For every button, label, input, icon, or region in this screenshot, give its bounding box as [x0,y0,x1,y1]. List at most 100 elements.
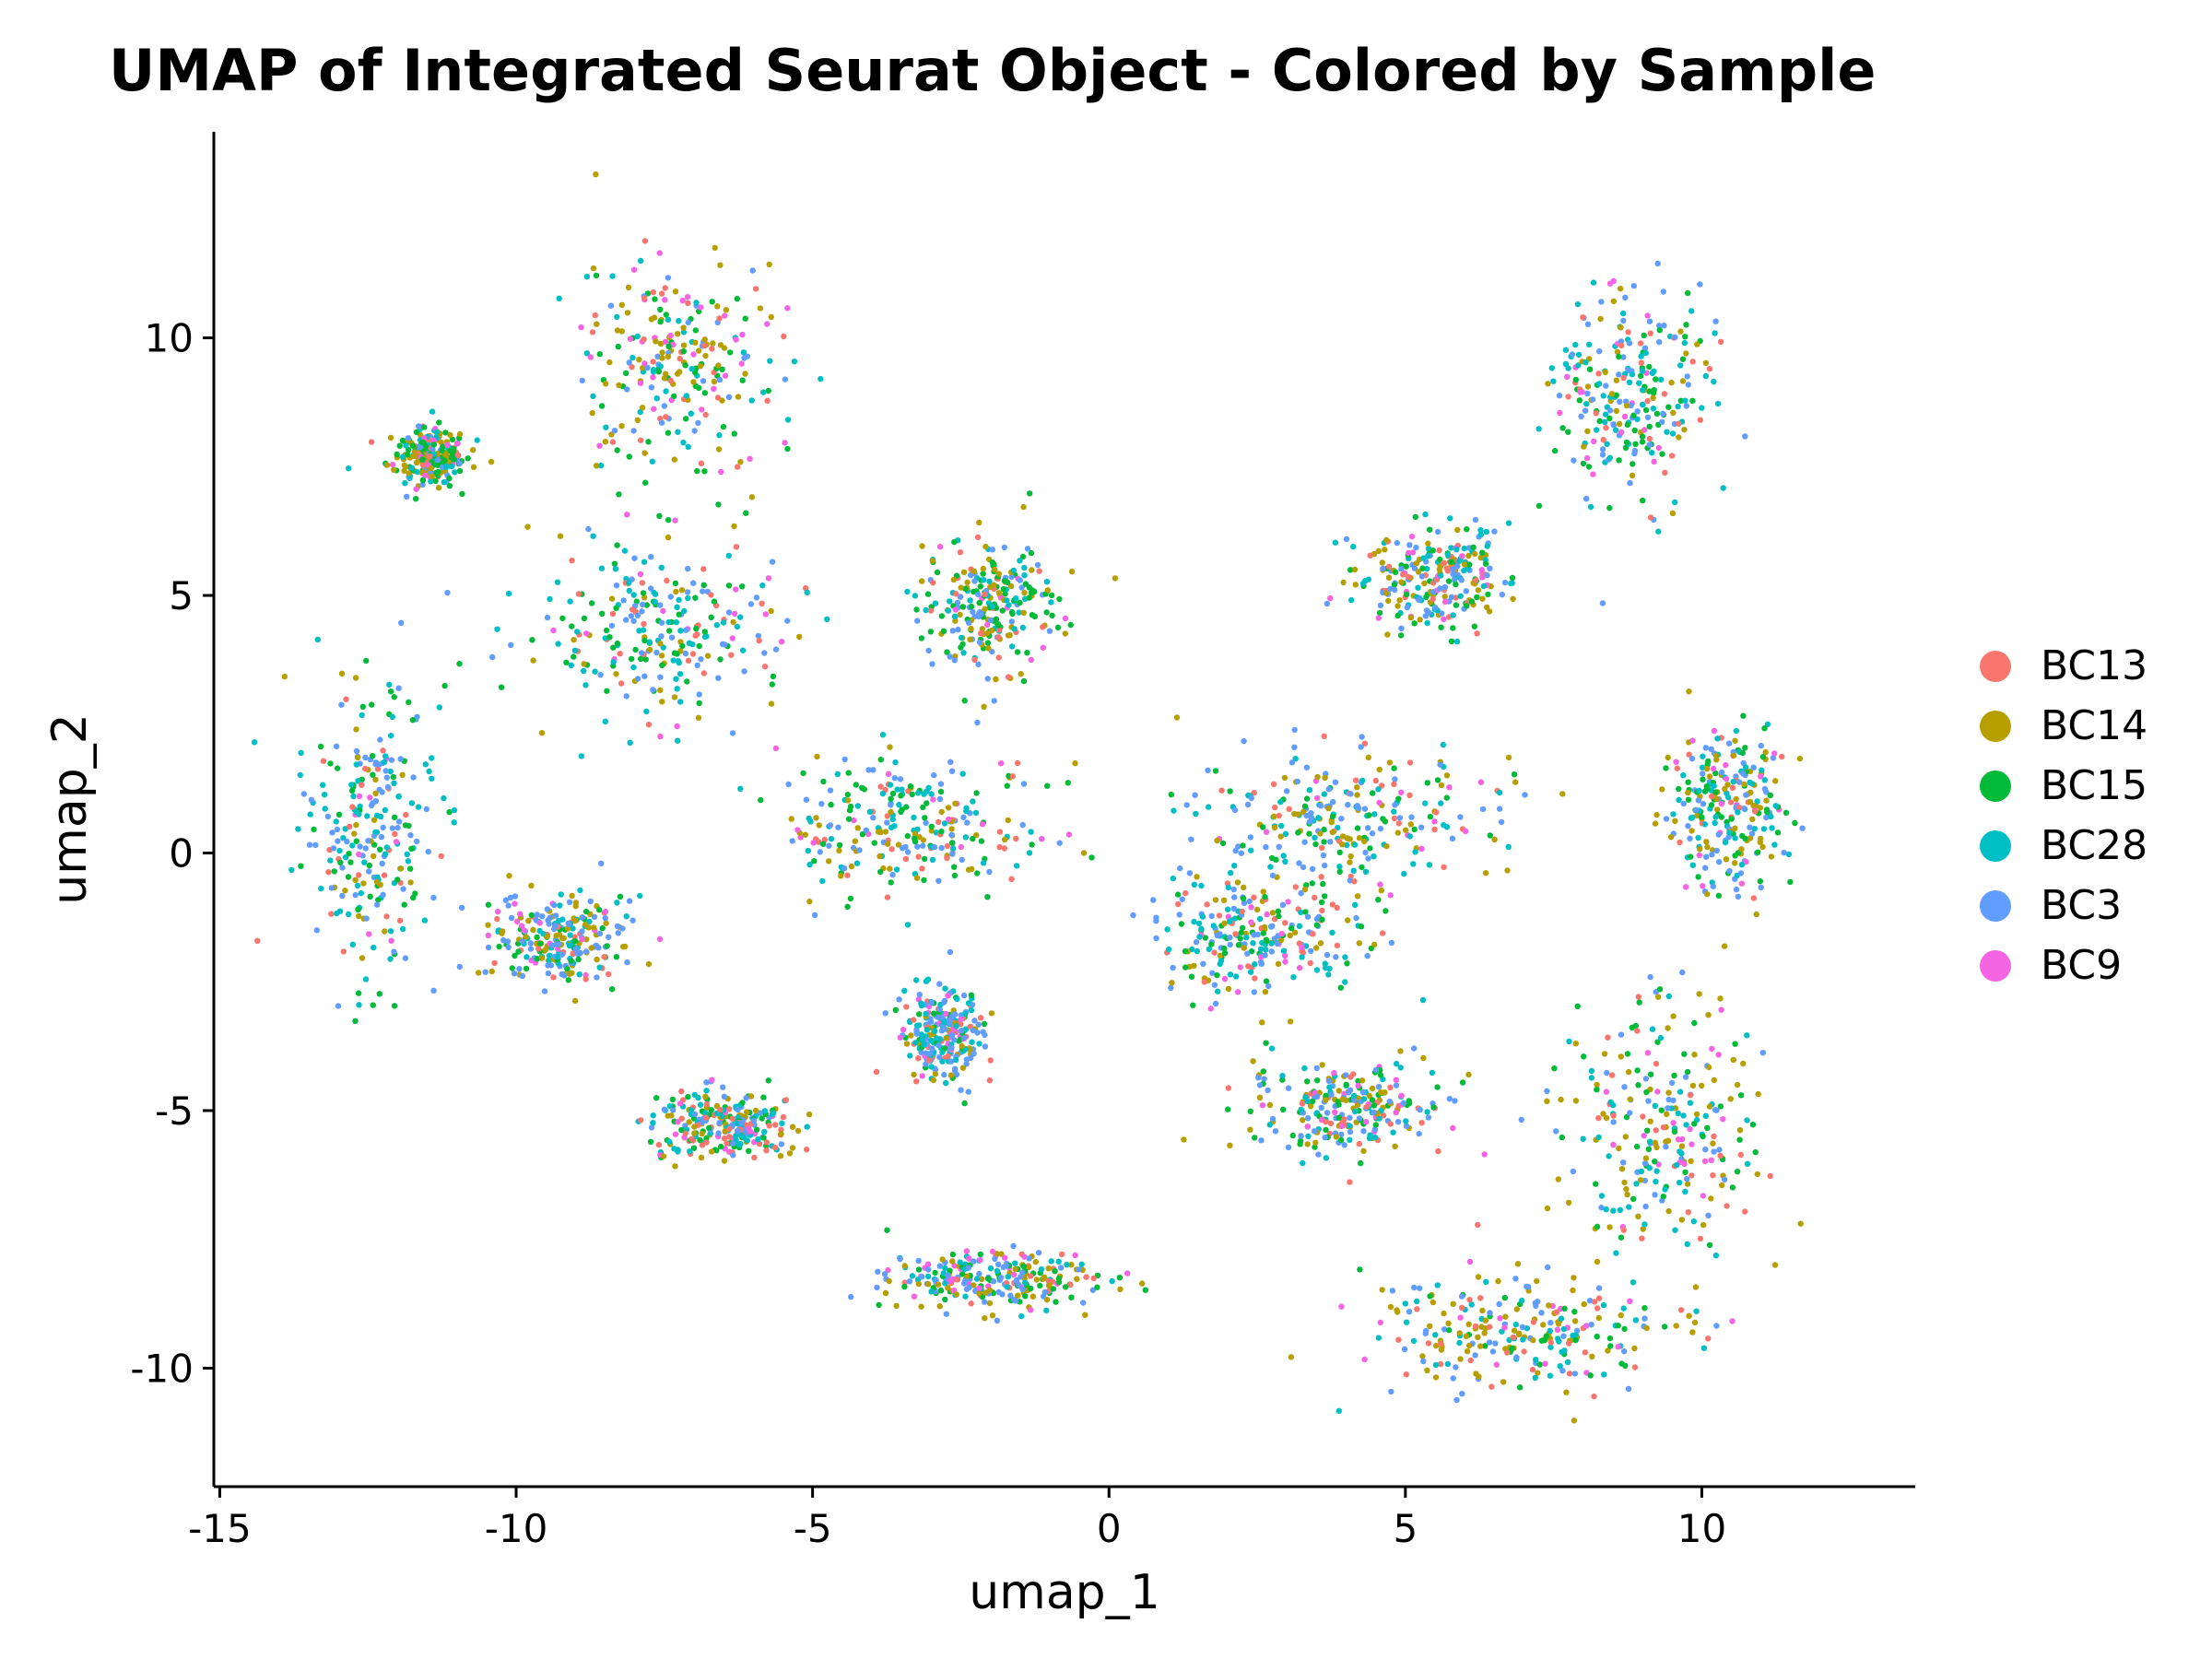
point-bc28 [1700,1345,1708,1351]
point-bc3 [648,384,655,391]
point-bc13 [1565,394,1571,400]
point-bc3 [1355,805,1362,811]
point-bc3 [1008,573,1015,581]
point-bc13 [1201,979,1208,985]
point-bc15 [1049,612,1055,618]
point-bc15 [1303,882,1310,888]
point-bc9 [1709,1045,1715,1053]
point-bc28 [1626,379,1633,385]
point-bc3 [1610,422,1618,429]
point-bc14 [470,464,477,470]
point-bc14 [530,926,536,934]
point-bc28 [374,874,381,881]
point-bc3 [1489,1348,1497,1355]
point-bc9 [517,911,524,917]
point-bc28 [1683,1122,1689,1128]
point-bc3 [1743,792,1749,798]
point-bc14 [397,865,405,872]
point-bc15 [1606,415,1613,422]
point-bc13 [1474,630,1480,637]
point-bc3 [1663,816,1670,822]
point-bc13 [325,869,332,876]
point-bc28 [658,564,665,571]
point-bc15 [1704,1124,1711,1132]
point-bc14 [887,744,893,750]
point-bc15 [1423,594,1430,600]
point-bc14 [382,928,388,935]
point-bc3 [949,1013,956,1020]
point-bc15 [947,1267,953,1274]
point-bc3 [1700,801,1707,807]
point-bc14 [1465,1071,1472,1078]
point-bc14 [882,829,889,835]
point-bc15 [390,773,396,781]
point-bc28 [1215,988,1221,994]
point-bc3 [1294,778,1301,785]
point-bc3 [817,849,823,855]
point-bc28 [327,857,334,864]
point-bc28 [1335,1407,1343,1415]
point-bc28 [1429,1069,1436,1077]
point-bc3 [948,1044,955,1052]
point-bc28 [524,954,530,960]
point-bc3 [936,795,944,803]
point-bc14 [1491,836,1498,842]
point-bc28 [1720,485,1726,491]
point-bc14 [1757,805,1764,811]
point-bc3 [1700,771,1706,777]
point-bc28 [962,1010,969,1018]
point-bc9 [444,441,451,448]
point-bc14 [1300,808,1307,815]
point-bc28 [649,458,655,465]
point-bc14 [1640,1226,1646,1232]
point-bc9 [630,266,638,273]
point-bc15 [391,814,398,820]
point-bc28 [973,1276,981,1282]
point-bc13 [1430,595,1437,602]
point-bc3 [1668,1079,1676,1087]
point-bc14 [723,307,729,313]
point-bc9 [1577,389,1583,395]
point-bc9 [674,723,680,730]
point-bc13 [1600,437,1606,443]
point-bc3 [1799,825,1806,831]
point-bc3 [1781,849,1787,856]
point-bc14 [715,362,722,369]
point-bc3 [947,1058,955,1065]
point-bc28 [677,628,684,634]
legend-item-bc3: BC3 [1980,876,2147,935]
point-bc28 [1687,1100,1694,1106]
point-bc14 [1702,359,1710,366]
point-bc28 [1712,814,1719,820]
point-bc13 [655,1141,663,1148]
point-bc15 [401,901,407,908]
point-bc28 [1509,580,1515,586]
point-bc3 [333,743,340,749]
point-bc13 [1595,1295,1603,1301]
point-bc15 [1214,971,1220,979]
point-bc15 [348,787,356,794]
point-bc13 [763,1139,771,1146]
point-bc3 [579,914,586,921]
point-bc28 [1021,572,1028,579]
point-bc3 [1322,862,1328,869]
point-bc15 [641,637,648,644]
point-bc3 [1770,755,1777,761]
point-bc9 [930,796,936,803]
point-bc14 [1181,1136,1187,1143]
point-bc14 [1616,420,1623,428]
point-bc3 [1660,288,1667,295]
point-bc3 [960,1034,968,1041]
point-bc3 [1716,859,1723,865]
point-bc3 [1418,824,1425,830]
point-bc13 [884,813,890,819]
point-bc14 [1008,582,1015,590]
point-bc13 [1387,1121,1394,1127]
point-bc3 [863,827,869,833]
point-bc14 [854,825,861,831]
point-bc3 [1285,1144,1292,1151]
point-bc28 [687,1148,693,1155]
point-bc9 [1478,567,1486,573]
point-bc3 [485,944,492,951]
point-bc3 [539,913,546,920]
